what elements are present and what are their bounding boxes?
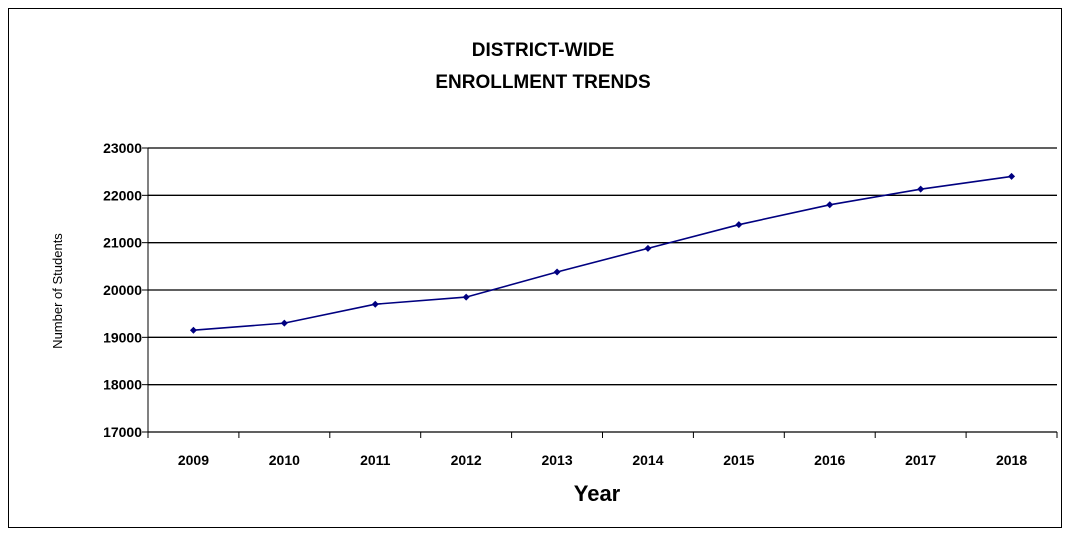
x-tick-label-2017: 2017: [905, 452, 936, 468]
x-tick-label-2014: 2014: [632, 452, 663, 468]
y-tick-label-18000: 18000: [103, 377, 142, 393]
data-point-2009: [190, 327, 197, 334]
y-tick-label-17000: 17000: [103, 424, 142, 440]
y-tick-labels: 17000 18000 19000 20000 21000 22000 23000: [103, 140, 142, 440]
y-axis-title: Number of Students: [50, 233, 65, 349]
x-tick-label-2011: 2011: [360, 452, 391, 468]
x-axis-title: Year: [574, 481, 621, 506]
x-tick-label-2010: 2010: [269, 452, 300, 468]
x-tick-label-2009: 2009: [178, 452, 209, 468]
chart-frame: DISTRICT-WIDE ENROLLMENT TRENDS 17000 180…: [8, 8, 1062, 528]
x-tick-labels: 2009 2010 2011 2012 2013 2014 2015 2016 2017 2018: [178, 452, 1027, 468]
x-tick-label-2018: 2018: [996, 452, 1027, 468]
y-tick-label-23000: 23000: [103, 140, 142, 156]
y-tick-label-19000: 19000: [103, 329, 142, 345]
data-point-2018: [1008, 173, 1015, 180]
data-point-2017: [917, 186, 924, 193]
chart-title-line-1: DISTRICT-WIDE: [472, 40, 615, 61]
series-line-group: [190, 173, 1015, 334]
data-point-2016: [826, 201, 833, 208]
data-point-2010: [281, 320, 288, 327]
data-point-2012: [463, 294, 470, 301]
x-tick-label-2015: 2015: [723, 452, 754, 468]
chart-title-line-2: ENROLLMENT TRENDS: [435, 72, 650, 93]
enrollment-line-chart: DISTRICT-WIDE ENROLLMENT TRENDS 17000 180…: [9, 9, 1069, 533]
y-tick-label-22000: 22000: [103, 187, 142, 203]
y-tick-label-20000: 20000: [103, 282, 142, 298]
data-point-2013: [554, 269, 561, 276]
data-point-2014: [644, 245, 651, 252]
x-tick-label-2016: 2016: [814, 452, 845, 468]
data-point-2015: [735, 221, 742, 228]
x-tick-label-2012: 2012: [451, 452, 482, 468]
gridlines: [148, 148, 1057, 385]
data-point-2011: [372, 301, 379, 308]
series-line-0: [193, 176, 1011, 330]
y-tick-label-21000: 21000: [103, 235, 142, 251]
x-tick-label-2013: 2013: [541, 452, 572, 468]
